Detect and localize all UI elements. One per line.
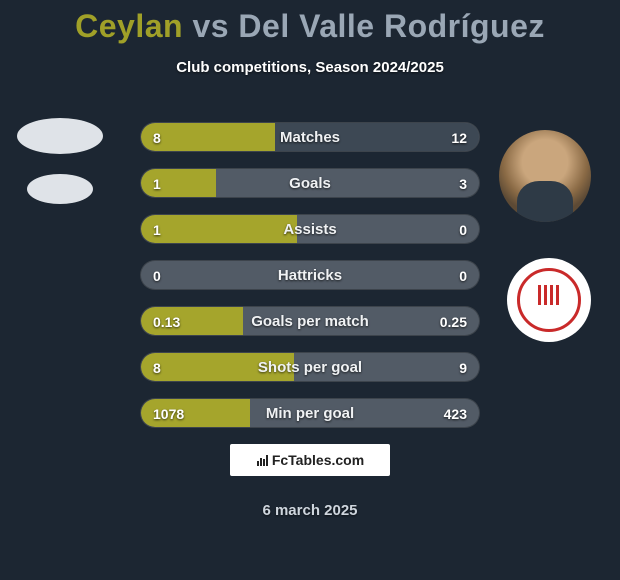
stat-row: 0.130.25Goals per match [140, 306, 480, 336]
stat-label: Matches [141, 123, 479, 151]
subtitle: Club competitions, Season 2024/2025 [0, 59, 620, 76]
brand-badge[interactable]: FcTables.com [230, 444, 390, 476]
stat-label: Goals [141, 169, 479, 197]
club-badge-inner [517, 268, 581, 332]
stat-label: Hattricks [141, 261, 479, 289]
stat-label: Goals per match [141, 307, 479, 335]
stat-bars-container: 812Matches 13Goals 10Assists 00Hattricks 0.1… [140, 122, 480, 444]
brand-icon [256, 453, 270, 467]
brand-text: FcTables.com [272, 452, 364, 468]
stat-row: 812Matches [140, 122, 480, 152]
stat-row: 1078423Min per goal [140, 398, 480, 428]
stat-row: 10Assists [140, 214, 480, 244]
vs-label: vs [192, 8, 229, 44]
player1-name: Ceylan [75, 8, 183, 44]
stat-label: Assists [141, 215, 479, 243]
stat-label: Min per goal [141, 399, 479, 427]
stat-row: 13Goals [140, 168, 480, 198]
player2-name: Del Valle Rodríguez [238, 8, 544, 44]
player2-club-badge [507, 258, 591, 342]
stat-row: 00Hattricks [140, 260, 480, 290]
snapshot-date: 6 march 2025 [0, 502, 620, 519]
comparison-title: Ceylan vs Del Valle Rodríguez [0, 0, 620, 45]
player2-avatar [499, 130, 591, 222]
stat-label: Shots per goal [141, 353, 479, 381]
player1-avatar-placeholder [17, 118, 103, 154]
player1-club-placeholder [27, 174, 93, 204]
stat-row: 89Shots per goal [140, 352, 480, 382]
